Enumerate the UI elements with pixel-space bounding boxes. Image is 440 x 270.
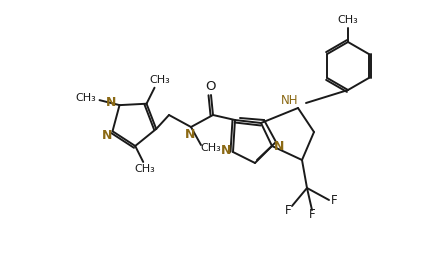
Text: F: F <box>331 194 337 207</box>
Text: N: N <box>106 96 117 109</box>
Text: O: O <box>205 80 215 93</box>
Text: CH₃: CH₃ <box>149 75 170 85</box>
Text: CH₃: CH₃ <box>201 143 221 153</box>
Text: NH: NH <box>281 93 299 106</box>
Text: CH₃: CH₃ <box>337 15 358 25</box>
Text: N: N <box>185 129 195 141</box>
Text: F: F <box>285 204 291 217</box>
Text: F: F <box>309 208 315 221</box>
Text: CH₃: CH₃ <box>135 164 156 174</box>
Text: CH₃: CH₃ <box>75 93 96 103</box>
Text: N: N <box>103 129 113 142</box>
Text: N: N <box>274 140 284 154</box>
Text: N: N <box>221 144 231 157</box>
